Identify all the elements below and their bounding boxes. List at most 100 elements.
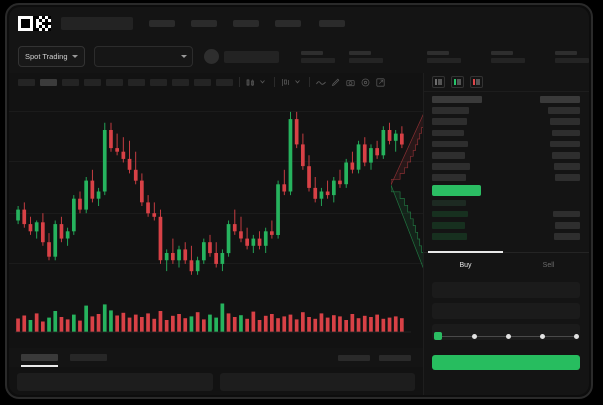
nav-item-4[interactable] xyxy=(275,20,301,27)
nav-item-3[interactable] xyxy=(233,20,259,27)
pair-name-label xyxy=(223,50,279,63)
orderbook-rows[interactable] xyxy=(424,92,589,250)
chart-action-1[interactable] xyxy=(338,354,370,361)
slider-node-25[interactable] xyxy=(472,333,477,339)
slider-node-50[interactable] xyxy=(506,333,511,339)
orderbook-ask-amount xyxy=(550,118,580,125)
stat-change-24h xyxy=(348,50,383,63)
volume-bars xyxy=(15,303,411,333)
orderbook-bid-price[interactable] xyxy=(432,233,467,240)
chevron-down-icon xyxy=(71,55,78,58)
orderbook-bid-price[interactable] xyxy=(432,222,465,229)
active-tab-underline xyxy=(21,365,58,367)
orderbook-ask-price[interactable] xyxy=(432,96,482,103)
stat-low-24h xyxy=(490,50,525,63)
global-search-input[interactable] xyxy=(61,17,133,30)
tab-buy[interactable]: Buy xyxy=(424,251,507,277)
orderbook-ask-amount xyxy=(548,107,580,114)
orderbook-mode-asks[interactable] xyxy=(470,76,483,88)
orderbook-ask-price[interactable] xyxy=(432,118,467,125)
stat-high-24h xyxy=(426,50,461,63)
candlestick-type-icon[interactable] xyxy=(246,78,255,87)
orderbook-ask-price[interactable] xyxy=(432,140,468,148)
order-price-field[interactable] xyxy=(432,282,580,298)
orderbook-ask-price[interactable] xyxy=(432,163,470,170)
orderbook-and-trade-panel: Buy Sell xyxy=(423,73,589,395)
orders-tab-bar xyxy=(9,348,423,367)
place-buy-order-button[interactable] xyxy=(432,355,580,370)
timeframe-button-10[interactable] xyxy=(216,78,233,86)
market-sub-header: Spot Trading xyxy=(9,40,589,74)
chart-tab-positions[interactable] xyxy=(70,354,107,361)
orderbook-mode-both[interactable] xyxy=(432,76,445,88)
line-chart-icon[interactable] xyxy=(316,78,326,87)
toolbar-divider xyxy=(309,77,310,87)
timeframe-button-2[interactable] xyxy=(40,78,57,86)
slider-node-100[interactable] xyxy=(574,333,579,339)
chevron-down-icon[interactable] xyxy=(294,78,303,87)
fullscreen-icon[interactable] xyxy=(376,77,385,87)
nav-item-1[interactable] xyxy=(149,20,175,27)
camera-snapshot-icon[interactable] xyxy=(346,78,355,87)
orderbook-header xyxy=(424,73,589,92)
slider-handle[interactable] xyxy=(434,332,442,340)
orderbook-bid-amount xyxy=(555,222,580,229)
timeframe-button-6[interactable] xyxy=(128,78,145,86)
buy-sell-tab-bar: Buy Sell xyxy=(424,251,589,277)
orderbook-ask-amount xyxy=(555,174,580,181)
orderbook-mode-bids[interactable] xyxy=(451,76,464,88)
orderbook-bid-price[interactable] xyxy=(432,199,466,207)
timeframe-button-4[interactable] xyxy=(84,78,101,86)
top-navigation-bar xyxy=(9,7,589,40)
chart-action-2[interactable] xyxy=(379,354,411,361)
chevron-down-icon xyxy=(180,55,187,58)
bottom-panel-right[interactable] xyxy=(219,373,415,391)
orderbook-ask-price[interactable] xyxy=(432,107,469,114)
stat-last-price xyxy=(300,50,335,63)
app-screen: Spot Trading xyxy=(9,7,589,395)
okx-logo[interactable] xyxy=(18,16,51,31)
orderbook-ask-amount xyxy=(552,129,580,137)
toolbar-divider xyxy=(274,77,275,87)
chart-tab-orders[interactable] xyxy=(21,354,58,367)
orderbook-bid-amount xyxy=(554,233,580,240)
orders-tab-actions xyxy=(338,354,411,361)
orderbook-bid-price[interactable] xyxy=(432,210,468,218)
chart-toolbar xyxy=(9,73,423,92)
chevron-down-icon[interactable] xyxy=(259,78,268,87)
drawing-pencil-icon[interactable] xyxy=(331,78,340,87)
orderbook-ask-amount xyxy=(550,140,580,148)
candlestick-series xyxy=(16,111,404,275)
bottom-panel-left[interactable] xyxy=(17,373,213,391)
order-amount-field[interactable] xyxy=(432,303,580,319)
slider-node-75[interactable] xyxy=(540,333,545,339)
trading-pair-selector[interactable] xyxy=(93,46,193,67)
product-type-dropdown[interactable]: Spot Trading xyxy=(18,46,85,67)
timeframe-button-9[interactable] xyxy=(194,78,211,86)
orderbook-ask-price[interactable] xyxy=(432,174,466,181)
orderbook-ask-price[interactable] xyxy=(432,129,464,137)
timeframe-button-5[interactable] xyxy=(106,78,123,86)
toolbar-divider xyxy=(239,77,240,87)
amount-percent-slider[interactable] xyxy=(434,332,580,341)
timeframe-button-3[interactable] xyxy=(62,78,79,86)
stat-volume-24h xyxy=(554,50,589,63)
timeframe-button-8[interactable] xyxy=(172,78,189,86)
orderbook-ask-amount xyxy=(554,163,580,170)
nav-item-5[interactable] xyxy=(319,20,345,27)
timeframe-button-7[interactable] xyxy=(150,78,167,86)
bottom-content-panels xyxy=(9,369,423,395)
timeframe-button-1[interactable] xyxy=(18,78,35,86)
nav-item-2[interactable] xyxy=(191,20,217,27)
price-candlestick-chart[interactable] xyxy=(9,91,423,292)
indicators-icon[interactable] xyxy=(281,78,290,87)
volume-histogram xyxy=(9,292,423,348)
orderbook-ask-amount xyxy=(540,96,580,103)
orderbook-last-price[interactable] xyxy=(432,184,481,196)
product-type-label: Spot Trading xyxy=(25,52,68,61)
orderbook-ask-amount xyxy=(552,152,580,159)
chart-settings-icon[interactable] xyxy=(361,78,370,87)
orderbook-ask-price[interactable] xyxy=(432,152,465,159)
tab-sell[interactable]: Sell xyxy=(542,261,555,269)
